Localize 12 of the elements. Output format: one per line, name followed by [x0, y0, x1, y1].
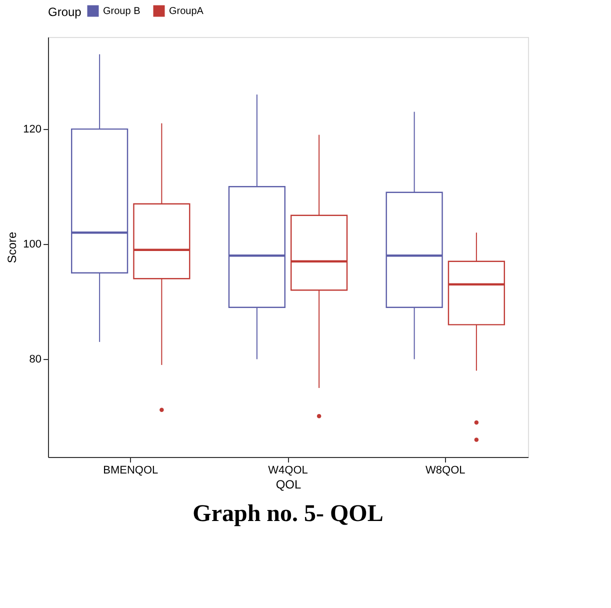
y-tick-label: 100: [23, 238, 42, 251]
x-tick-label: W4QOL: [268, 464, 308, 476]
x-tick-label: W8QOL: [426, 464, 466, 476]
y-axis-title: Score: [5, 232, 20, 264]
y-tick-label: 80: [29, 354, 42, 366]
legend-title: Group: [48, 5, 82, 19]
x-tick-label: BMENQOL: [103, 464, 158, 476]
legend-label: GroupA: [169, 6, 204, 17]
text: Graph no. 5- QOL: [192, 501, 384, 527]
y-tick-label: 120: [23, 124, 42, 136]
x-axis-title: QOL: [276, 478, 302, 492]
legend-label: Group B: [103, 6, 141, 17]
